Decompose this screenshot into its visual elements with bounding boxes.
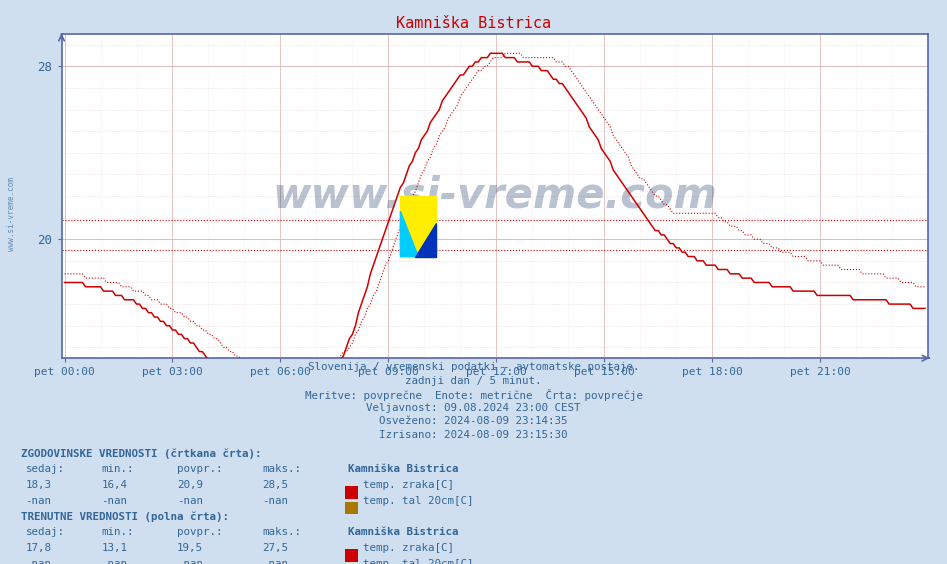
Text: min.:: min.: — [101, 464, 134, 474]
Text: sedaj:: sedaj: — [26, 464, 64, 474]
Polygon shape — [401, 211, 419, 257]
Text: 27,5: 27,5 — [262, 543, 288, 553]
Text: maks.:: maks.: — [262, 527, 301, 537]
Text: -nan: -nan — [101, 496, 127, 506]
Text: -nan: -nan — [177, 496, 203, 506]
Text: 13,1: 13,1 — [101, 543, 127, 553]
Text: temp. zraka[C]: temp. zraka[C] — [363, 543, 454, 553]
Text: sedaj:: sedaj: — [26, 527, 64, 537]
Text: 18,3: 18,3 — [26, 480, 51, 490]
Text: maks.:: maks.: — [262, 464, 301, 474]
Bar — [401, 196, 437, 257]
Text: Kamniška Bistrica: Kamniška Bistrica — [348, 464, 458, 474]
Polygon shape — [415, 223, 437, 257]
Text: 16,4: 16,4 — [101, 480, 127, 490]
Text: 20,9: 20,9 — [177, 480, 203, 490]
Text: 28,5: 28,5 — [262, 480, 288, 490]
Text: Veljavnost: 09.08.2024 23:00 CEST: Veljavnost: 09.08.2024 23:00 CEST — [366, 403, 581, 413]
Text: -nan: -nan — [26, 559, 51, 564]
Text: Meritve: povprečne  Enote: metrične  Črta: povprečje: Meritve: povprečne Enote: metrične Črta:… — [305, 389, 642, 401]
Text: 19,5: 19,5 — [177, 543, 203, 553]
Text: www.si-vreme.com: www.si-vreme.com — [273, 175, 717, 217]
Text: Kamniška Bistrica: Kamniška Bistrica — [396, 16, 551, 31]
Text: ZGODOVINSKE VREDNOSTI (črtkana črta):: ZGODOVINSKE VREDNOSTI (črtkana črta): — [21, 448, 261, 459]
Text: -nan: -nan — [262, 496, 288, 506]
Text: temp. tal 20cm[C]: temp. tal 20cm[C] — [363, 559, 474, 564]
Text: povpr.:: povpr.: — [177, 527, 223, 537]
Text: -nan: -nan — [101, 559, 127, 564]
Text: -nan: -nan — [26, 496, 51, 506]
Text: www.si-vreme.com: www.si-vreme.com — [7, 177, 16, 252]
Text: -nan: -nan — [262, 559, 288, 564]
Text: Osveženo: 2024-08-09 23:14:35: Osveženo: 2024-08-09 23:14:35 — [379, 416, 568, 426]
Text: -nan: -nan — [177, 559, 203, 564]
Text: Izrisano: 2024-08-09 23:15:30: Izrisano: 2024-08-09 23:15:30 — [379, 430, 568, 440]
Text: temp. tal 20cm[C]: temp. tal 20cm[C] — [363, 496, 474, 506]
Text: min.:: min.: — [101, 527, 134, 537]
Text: Slovenija / vremenski podatki - avtomatske postaje.: Slovenija / vremenski podatki - avtomats… — [308, 362, 639, 372]
Text: 17,8: 17,8 — [26, 543, 51, 553]
Text: zadnji dan / 5 minut.: zadnji dan / 5 minut. — [405, 376, 542, 386]
Text: TRENUTNE VREDNOSTI (polna črta):: TRENUTNE VREDNOSTI (polna črta): — [21, 512, 229, 522]
Text: Kamniška Bistrica: Kamniška Bistrica — [348, 527, 458, 537]
Text: povpr.:: povpr.: — [177, 464, 223, 474]
Text: temp. zraka[C]: temp. zraka[C] — [363, 480, 454, 490]
